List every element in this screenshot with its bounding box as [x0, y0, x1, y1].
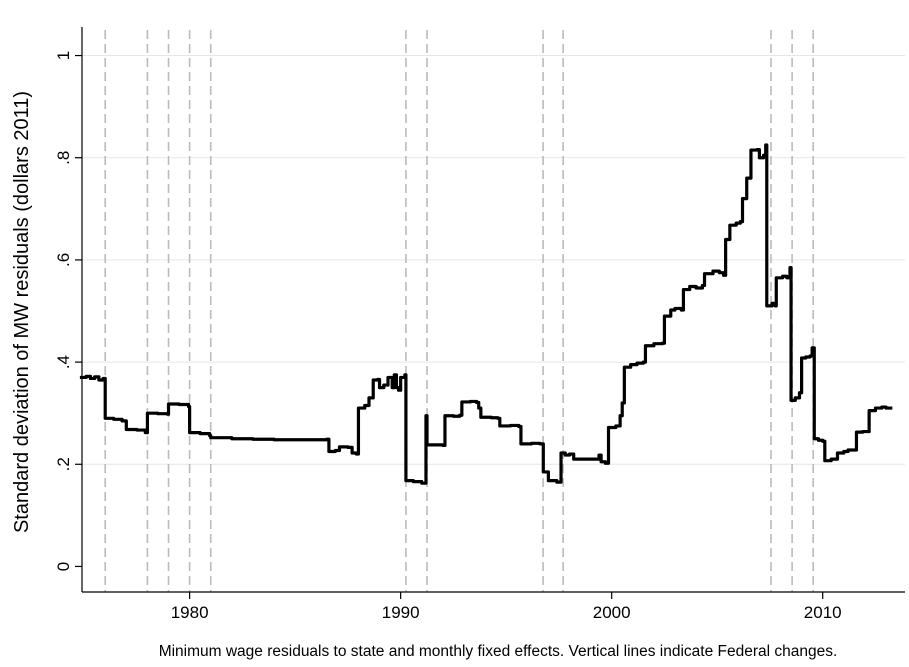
chart-note: Minimum wage residuals to state and mont… [159, 643, 838, 660]
x-tick-label: 1980 [171, 603, 209, 622]
x-tick-label: 1990 [382, 603, 420, 622]
axes: 0 .2 .4 .6 .8 1 1980 1990 2000 2010 [54, 27, 905, 622]
y-tick-label: .6 [54, 253, 73, 267]
y-tick-label: .4 [54, 355, 73, 369]
y-tick-label: 0 [54, 562, 73, 571]
gridlines [82, 55, 905, 465]
x-tick-label: 2010 [804, 603, 842, 622]
y-tick-label: 1 [54, 51, 73, 60]
y-axis-title: Standard deviation of MW residuals (doll… [11, 91, 33, 533]
series-layer [79, 143, 893, 485]
series-line [79, 143, 893, 485]
y-tick-label: .8 [54, 151, 73, 165]
federal-change-lines [104, 30, 815, 592]
y-tick-label: .2 [54, 457, 73, 471]
x-tick-label: 2000 [593, 603, 631, 622]
